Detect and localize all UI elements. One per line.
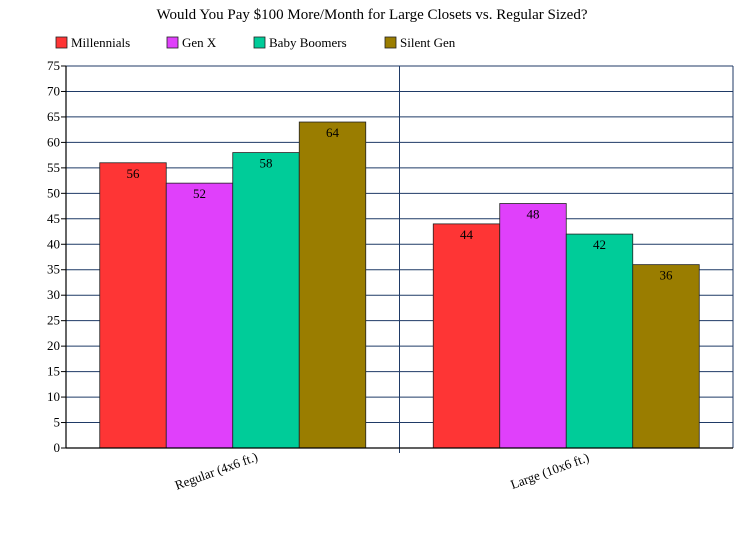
y-tick-label: 10 [47, 389, 60, 404]
y-tick-label: 70 [47, 83, 60, 98]
x-axis-categories: Regular (4x6 ft.) Large (10x6 ft.) [173, 449, 591, 493]
y-tick-label: 35 [47, 262, 60, 277]
y-tick-label: 65 [47, 109, 60, 124]
legend-label-silent-gen: Silent Gen [400, 35, 456, 50]
legend-swatch-baby-boomers [253, 36, 266, 49]
y-tick-label: 15 [47, 364, 60, 379]
bar-value-label: 36 [660, 268, 674, 283]
bar-gen-x-2 [499, 203, 567, 449]
bars: 56 52 58 64 44 48 42 36 [99, 121, 700, 449]
legend-label-millennials: Millennials [71, 35, 130, 50]
legend: Millennials Gen X Baby Boomers Silent Gen [55, 35, 456, 50]
bar-value-label: 42 [593, 237, 606, 252]
bar-gen-x-1 [165, 182, 234, 449]
chart-title: Would You Pay $100 More/Month for Large … [157, 7, 588, 23]
x-category-label: Large (10x6 ft.) [508, 450, 591, 492]
bar-millennials-1 [99, 162, 167, 449]
bar-silent-gen-2 [632, 264, 700, 449]
legend-swatch-gen-x [166, 36, 179, 49]
legend-label-baby-boomers: Baby Boomers [269, 35, 347, 50]
bar-value-label: 44 [460, 227, 474, 242]
y-tick-label: 75 [47, 58, 60, 73]
axes [65, 65, 734, 453]
legend-label-gen-x: Gen X [182, 35, 217, 50]
y-tick-label: 25 [47, 313, 60, 328]
bar-silent-gen-1 [298, 121, 367, 449]
bar-value-label: 58 [260, 156, 273, 171]
bar-value-label: 56 [127, 166, 141, 181]
y-tick-label: 60 [47, 134, 60, 149]
x-category-label: Regular (4x6 ft.) [173, 449, 260, 493]
y-tick-label: 45 [47, 211, 60, 226]
y-tick-label: 40 [47, 236, 60, 251]
bar-value-label: 52 [193, 186, 206, 201]
y-tick-label: 50 [47, 185, 60, 200]
y-tick-label: 30 [47, 287, 60, 302]
y-tick-label: 55 [47, 160, 60, 175]
bar-value-label: 64 [326, 125, 340, 140]
y-tick-label: 20 [47, 338, 60, 353]
legend-swatch-millennials [55, 36, 68, 49]
bar-baby-boomers-1 [232, 152, 300, 449]
y-axis-ticks: 0 5 10 15 20 25 30 35 40 45 50 55 60 65 70 75 [47, 58, 66, 455]
bar-value-label: 48 [527, 207, 540, 222]
bar-millennials-2 [432, 223, 501, 449]
y-tick-label: 0 [54, 440, 61, 455]
y-tick-label: 5 [54, 415, 61, 430]
legend-swatch-silent-gen [384, 36, 397, 49]
bar-baby-boomers-2 [565, 233, 634, 449]
